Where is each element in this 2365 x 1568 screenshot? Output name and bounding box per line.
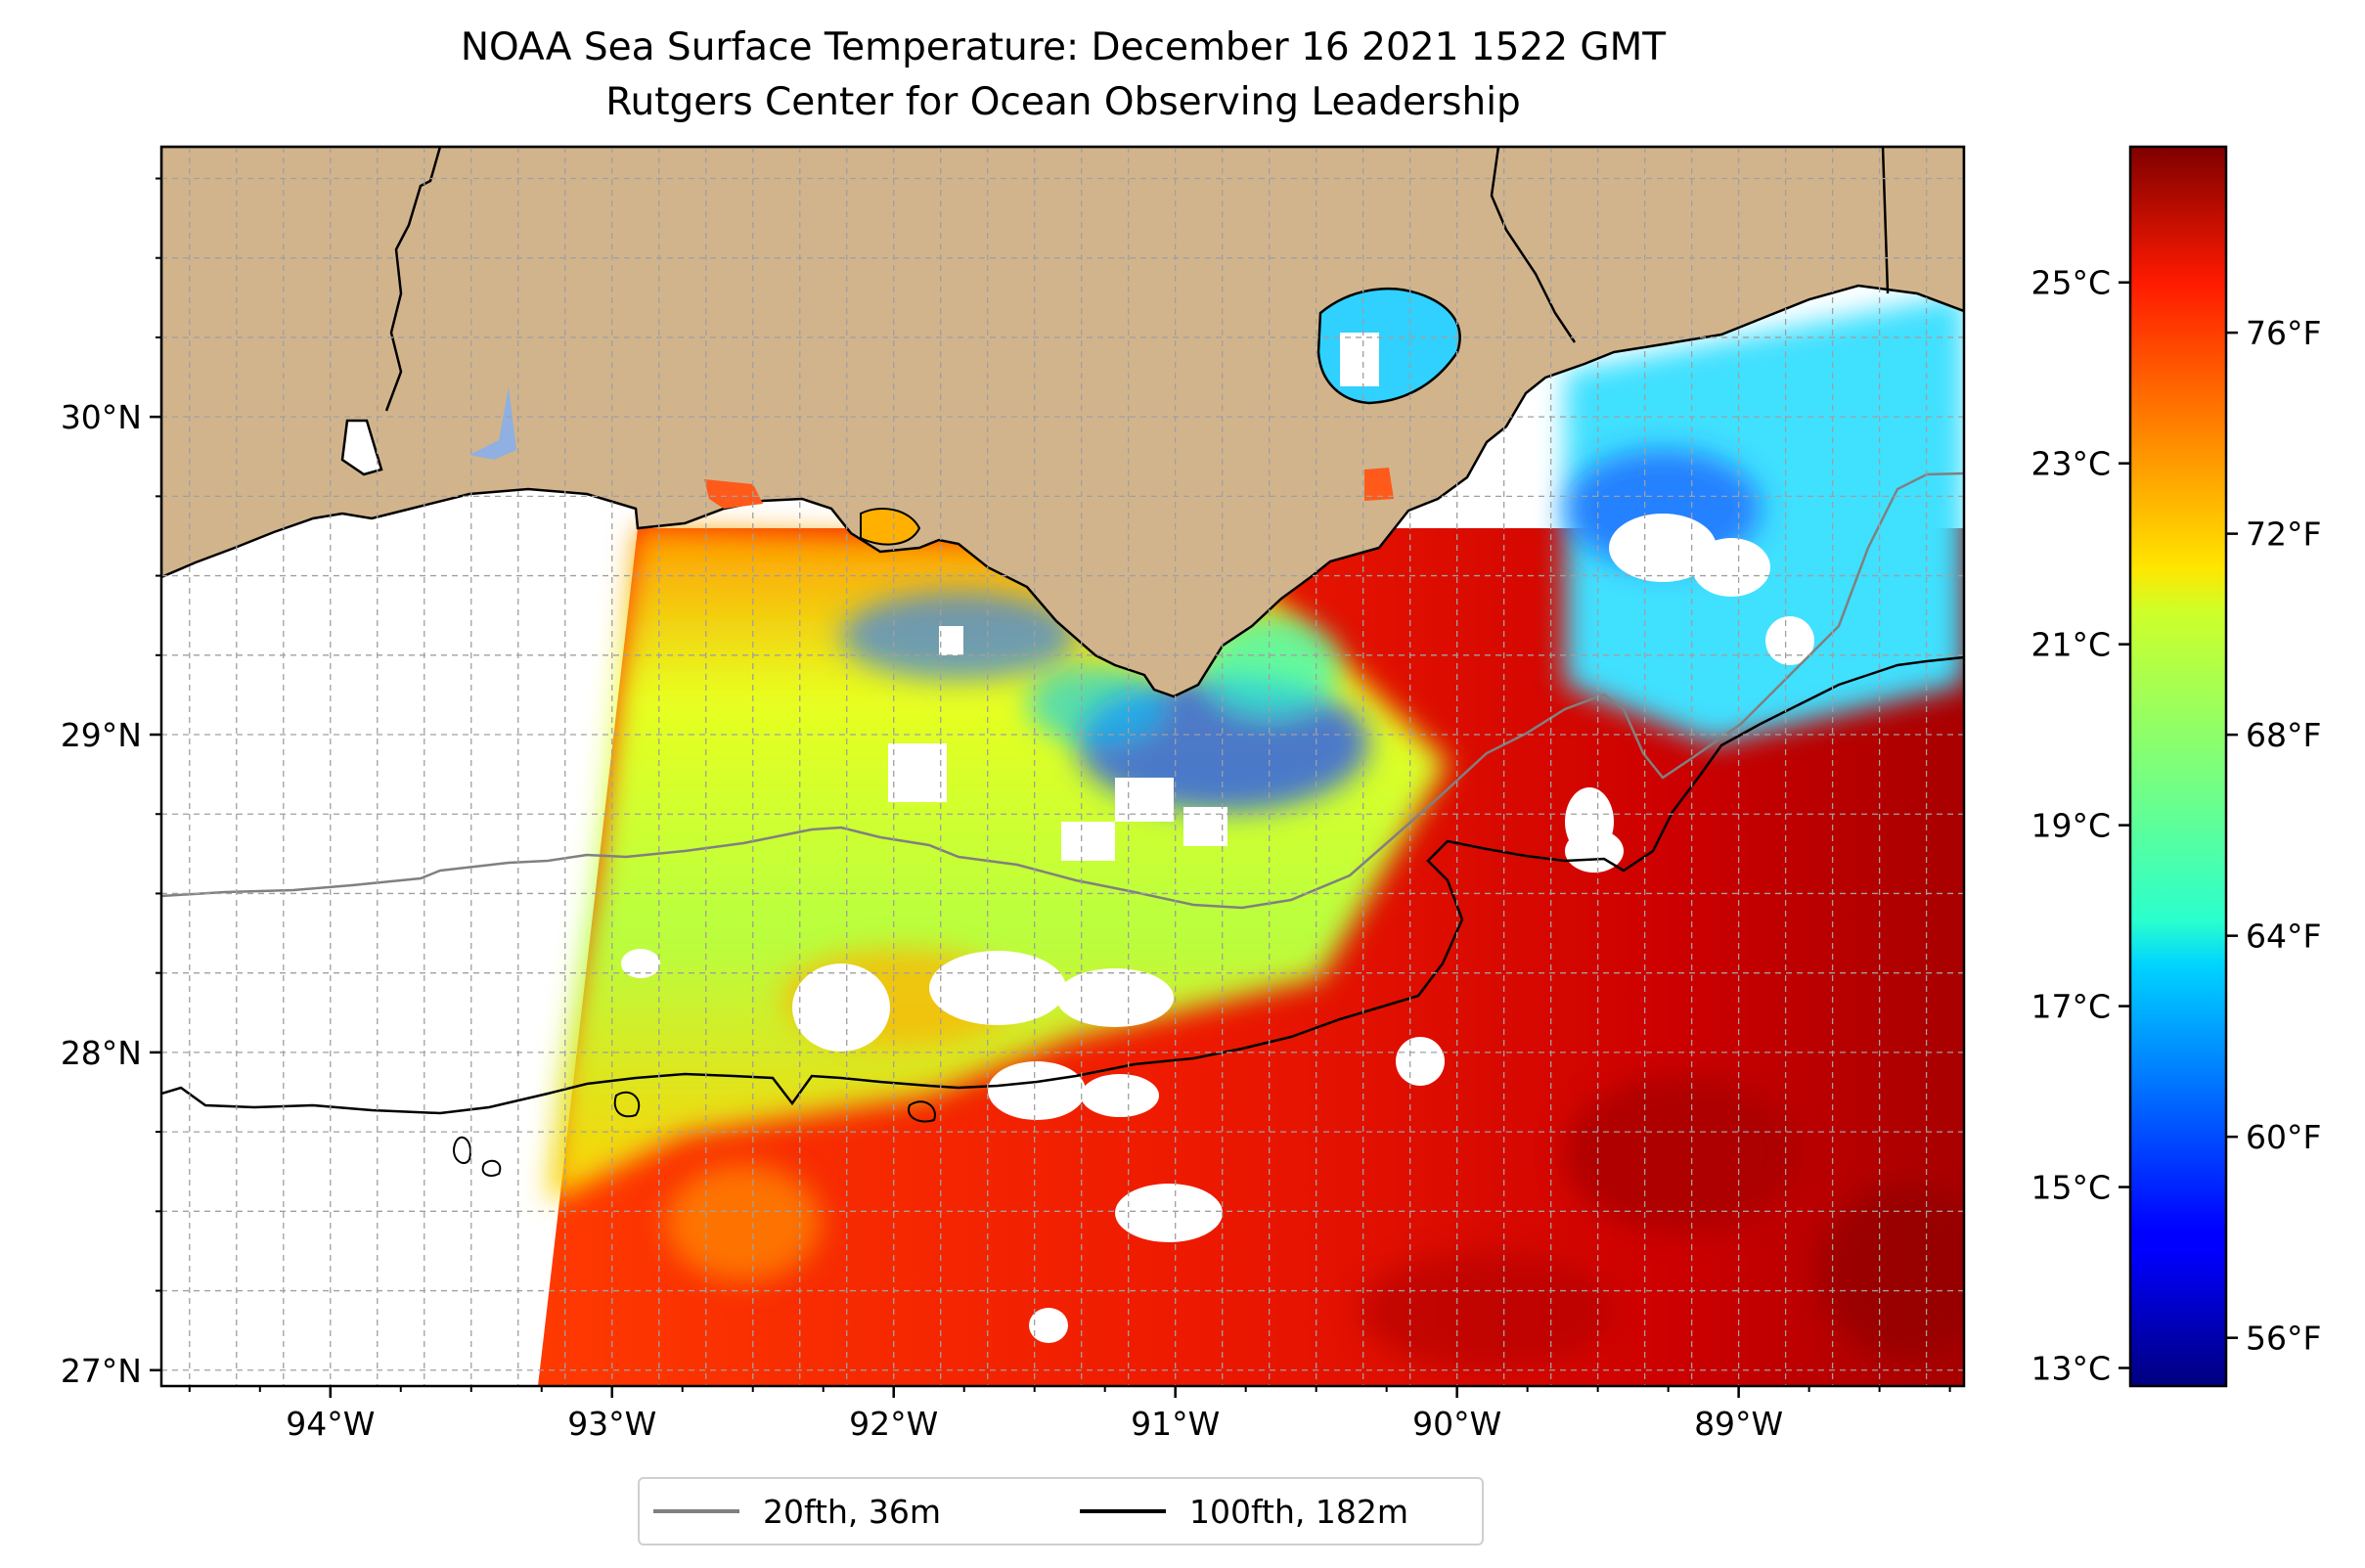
lat-tick-label: 28°N: [61, 1034, 142, 1072]
lon-tick-label: 90°W: [1412, 1405, 1501, 1443]
map-gridlines: [161, 147, 1964, 1386]
vermilion-bay: [860, 508, 921, 546]
lon-tick-label: 91°W: [1131, 1405, 1220, 1443]
sst-east-cool: [1565, 293, 1964, 743]
legend-swatch-100fth: [1080, 1509, 1166, 1513]
fahrenheit-tick-label: 72°F: [2246, 515, 2321, 554]
legend-label-20fth: 20fth, 36m: [763, 1492, 941, 1531]
inland-warm-pond-2: [1364, 468, 1394, 501]
celsius-tick-label: 13°C: [2030, 1350, 2111, 1388]
legend-swatch-20fth: [653, 1509, 739, 1513]
celsius-tick-label: 21°C: [2030, 626, 2111, 664]
celsius-tick-label: 19°C: [2030, 807, 2111, 845]
toledo-bend-reservoir: [469, 386, 516, 460]
legend-label-100fth: 100fth, 182m: [1189, 1492, 1408, 1531]
map-subtitle: Rutgers Center for Ocean Observing Leade…: [605, 80, 1521, 124]
lon-tick-label: 89°W: [1694, 1405, 1783, 1443]
fahrenheit-tick-label: 60°F: [2246, 1118, 2321, 1156]
lon-tick-label: 94°W: [286, 1405, 375, 1443]
contour-banks: [453, 1091, 936, 1177]
lon-tick-label: 92°W: [849, 1405, 938, 1443]
lat-tick-label: 29°N: [61, 716, 142, 754]
inland-warm-pond: [704, 479, 763, 509]
lon-tick-label: 93°W: [567, 1405, 656, 1443]
contour-20fth: [161, 471, 1964, 910]
contour-legend: 20fth, 36m 100fth, 182m: [638, 1477, 1484, 1546]
colorbar-ticks: 13°C 15°C 17°C 19°C 21°C 23°C 25°C 56°F 60°F 64°F…: [2030, 264, 2321, 1388]
map-title: NOAA Sea Surface Temperature: December 1…: [460, 25, 1667, 69]
state-border-la-ms: [1490, 147, 1577, 343]
map-frame: [159, 145, 1966, 1388]
land-mass: [161, 147, 1964, 698]
fahrenheit-tick-label: 56°F: [2246, 1320, 2321, 1358]
lake-cloud: [1340, 333, 1379, 386]
celsius-tick-label: 15°C: [2030, 1169, 2111, 1207]
legend-item-100fth: 100fth, 182m: [1080, 1479, 1408, 1544]
state-border-ms-al: [1881, 147, 1890, 294]
fahrenheit-tick-label: 64°F: [2246, 918, 2321, 956]
colorbar: [2128, 145, 2228, 1388]
map-area: [161, 147, 1964, 1386]
celsius-tick-label: 17°C: [2030, 988, 2111, 1026]
fahrenheit-tick-label: 76°F: [2246, 314, 2321, 352]
sabine-lake: [340, 419, 383, 476]
celsius-tick-label: 25°C: [2030, 264, 2111, 302]
fahrenheit-tick-label: 68°F: [2246, 716, 2321, 754]
lat-tick-label: 27°N: [61, 1352, 142, 1390]
celsius-tick-label: 23°C: [2030, 445, 2111, 483]
lat-tick-label: 30°N: [61, 398, 142, 436]
legend-item-20fth: 20fth, 36m: [653, 1479, 941, 1544]
state-border-tx-la: [384, 147, 442, 412]
map-axis-ticks: 94°W 93°W 92°W 91°W 90°W 89°W 27°N 28°N 29°N 30°N: [61, 177, 1951, 1443]
